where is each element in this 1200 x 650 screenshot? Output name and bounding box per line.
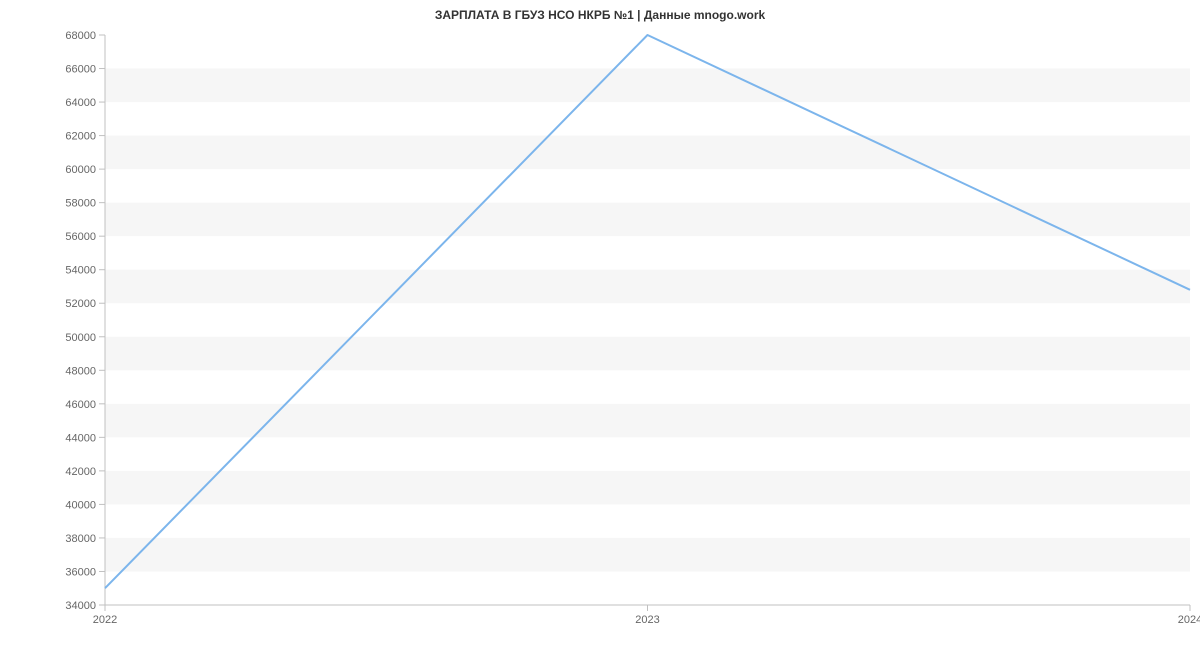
series-line-salary [105,35,1190,588]
y-tick-label: 52000 [65,298,96,310]
x-tick-label: 2024 [1178,614,1200,626]
y-tick-label: 58000 [65,198,96,210]
chart-svg: 34000 36000 38000 40000 42000 44000 46000 48000… [0,0,1200,650]
y-tick-label: 34000 [65,600,96,612]
y-tick-label: 54000 [65,265,96,277]
grid-band [105,337,1190,371]
grid-band [105,471,1190,505]
y-tick-label: 66000 [65,64,96,76]
y-tick-label: 44000 [65,432,96,444]
grid-band [105,538,1190,572]
x-tick-label: 2022 [93,614,117,626]
x-tick-label: 2023 [635,614,659,626]
y-tick-label: 46000 [65,399,96,411]
y-tick-label: 40000 [65,499,96,511]
y-tick-label: 60000 [65,164,96,176]
y-tick-label: 36000 [65,566,96,578]
y-tick-label: 50000 [65,332,96,344]
y-tick-label: 38000 [65,533,96,545]
y-tick-label: 42000 [65,466,96,478]
grid-band [105,136,1190,170]
grid-band [105,270,1190,304]
y-tick-label: 68000 [65,30,96,42]
y-tick-label: 56000 [65,231,96,243]
grid-band [105,69,1190,103]
grid-band [105,404,1190,438]
y-tick-label: 64000 [65,97,96,109]
y-tick-label: 48000 [65,365,96,377]
y-tick-label: 62000 [65,131,96,143]
salary-line-chart: ЗАРПЛАТА В ГБУЗ НСО НКРБ №1 | Данные mno… [0,0,1200,650]
grid-band [105,203,1190,237]
